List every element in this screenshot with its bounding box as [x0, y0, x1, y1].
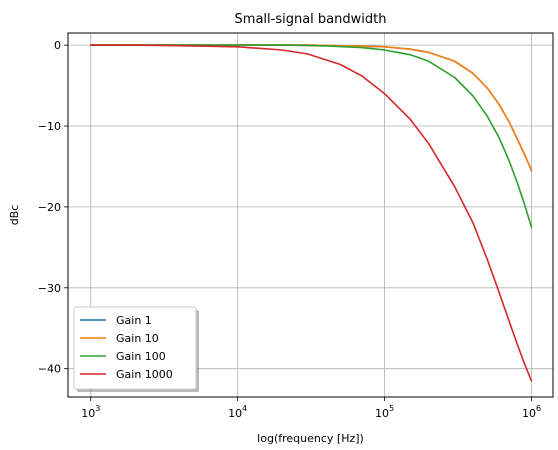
x-tick-label: 104 — [228, 404, 247, 420]
y-tick-label: 0 — [54, 39, 61, 52]
y-tick-label: −10 — [38, 120, 61, 133]
x-axis-label: log(frequency [Hz]) — [257, 432, 364, 445]
legend-entry-1: Gain 1 — [116, 314, 152, 327]
x-tick-label: 105 — [375, 404, 394, 420]
series-layer — [90, 44, 533, 382]
legend-entry-3: Gain 100 — [116, 350, 166, 363]
x-tick-label: 106 — [522, 404, 541, 420]
chart-title: Small-signal bandwidth — [235, 12, 387, 27]
y-tick-label: −30 — [38, 282, 61, 295]
y-tick-label: −20 — [38, 201, 61, 214]
series-line-4 — [90, 44, 533, 382]
series-line-3 — [90, 44, 533, 228]
y-axis-label: dBc — [8, 205, 21, 226]
y-tick-label: −40 — [38, 363, 61, 376]
tick-layer: 103 104 105 106 0 −10 −20 −30 −40 — [38, 39, 541, 420]
x-tick-label: 103 — [81, 404, 100, 420]
axes-frame — [67, 32, 554, 398]
legend-box — [73, 306, 197, 390]
legend: Gain 1 Gain 10 Gain 100 Gain 1000 — [73, 306, 199, 392]
legend-entry-4: Gain 1000 — [116, 368, 173, 381]
legend-entry-2: Gain 10 — [116, 332, 159, 345]
